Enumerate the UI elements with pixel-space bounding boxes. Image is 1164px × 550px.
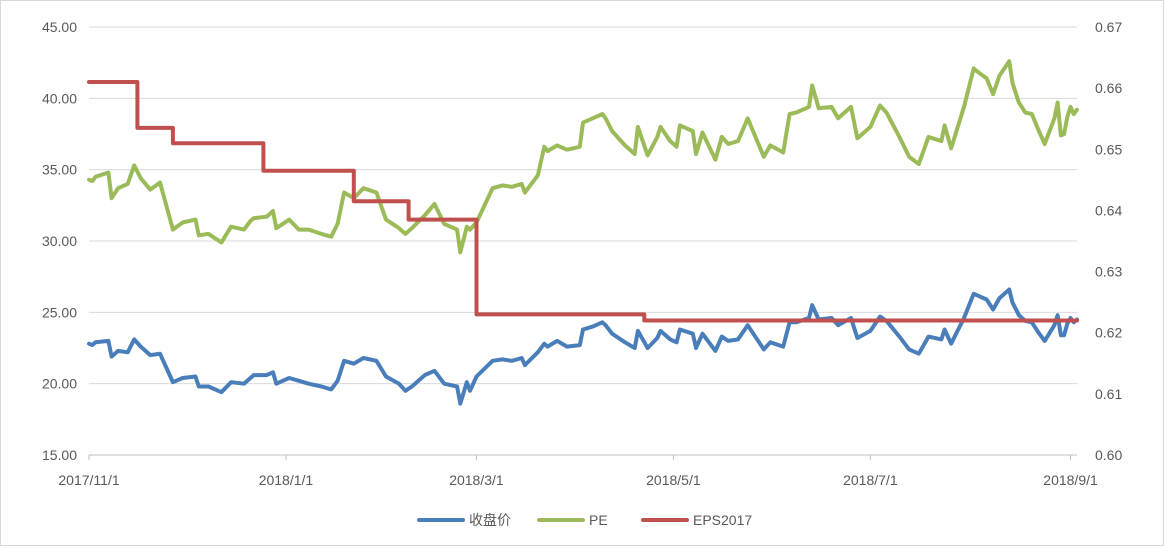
series-line-eps2017 <box>87 80 1079 323</box>
x-axis: 2017/11/1 2018/1/1 2018/3/1 2018/5/1 2018/7/… <box>58 454 1098 488</box>
y-right-tick-label: 0.60 <box>1095 447 1122 463</box>
grid-lines <box>89 26 1077 456</box>
x-tick-label: 2018/3/1 <box>449 472 504 488</box>
y-left-tick-label: 25.00 <box>42 304 77 320</box>
x-tick-label: 2018/1/1 <box>259 472 314 488</box>
y-right-tick-label: 0.61 <box>1095 386 1122 402</box>
series-group <box>87 59 1079 406</box>
y-right-tick-label: 0.64 <box>1095 202 1122 218</box>
y-left-tick-label: 35.00 <box>42 162 77 178</box>
series-line-close-price <box>87 287 1079 406</box>
y-left-tick-label: 40.00 <box>42 90 77 106</box>
legend-label: 收盘价 <box>469 512 511 528</box>
y-right-tick-label: 0.67 <box>1095 19 1122 35</box>
y-right-tick-label: 0.63 <box>1095 264 1122 280</box>
y-left-tick-label: 30.00 <box>42 233 77 249</box>
x-tick-label: 2017/11/1 <box>58 472 119 488</box>
x-tick-label: 2018/5/1 <box>646 472 701 488</box>
x-tick-label: 2018/9/1 <box>1043 472 1098 488</box>
legend-label: PE <box>589 512 608 528</box>
y-right-tick-label: 0.65 <box>1095 141 1122 157</box>
y-right-tick-label: 0.62 <box>1095 325 1122 341</box>
legend: 收盘价 PE EPS2017 <box>417 512 752 528</box>
y-left-tick-label: 45.00 <box>42 19 77 35</box>
series-line-pe <box>87 59 1079 255</box>
x-tick-label: 2018/7/1 <box>843 472 898 488</box>
y-axis-right: 0.60 0.61 0.62 0.63 0.64 0.65 0.66 0.67 <box>1095 19 1122 463</box>
y-axis-left: 15.00 20.00 25.00 30.00 35.00 40.00 45.00 <box>42 19 77 463</box>
y-left-tick-label: 20.00 <box>42 376 77 392</box>
y-right-tick-label: 0.66 <box>1095 80 1122 96</box>
y-left-tick-label: 15.00 <box>42 447 77 463</box>
legend-label: EPS2017 <box>693 512 752 528</box>
